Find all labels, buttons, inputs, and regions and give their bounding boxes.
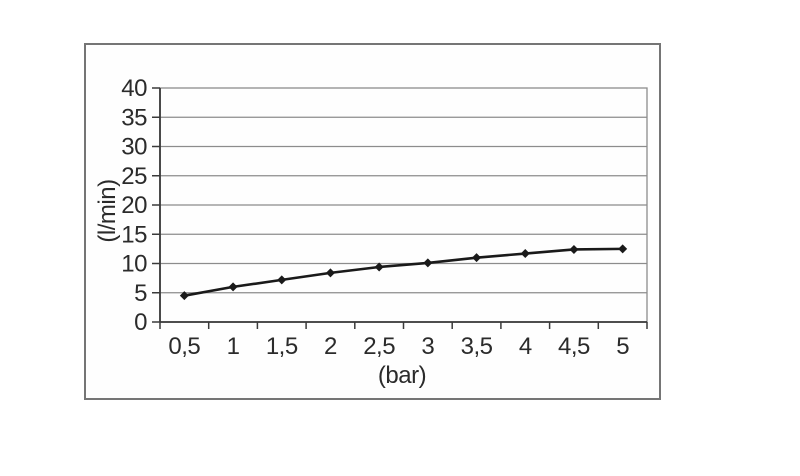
- x-tick-label: 2: [324, 333, 337, 360]
- data-point-marker: [179, 291, 189, 301]
- x-tick-label: 5: [616, 333, 629, 360]
- y-tick-label: 5: [134, 280, 147, 307]
- series-line: [184, 247, 623, 297]
- x-tick-label: 3,5: [461, 333, 493, 360]
- x-axis-label: (bar): [377, 362, 427, 389]
- y-tick-label: 15: [121, 221, 147, 248]
- y-tick-label: 30: [121, 134, 147, 161]
- x-tick-label: 1,5: [266, 333, 298, 360]
- data-point-marker: [325, 268, 335, 278]
- x-tick-label: 2,5: [363, 333, 395, 360]
- x-tick-label: 4,5: [558, 333, 590, 360]
- data-point-marker: [228, 282, 238, 292]
- data-point-marker: [520, 249, 530, 259]
- x-tick-label: 4: [519, 333, 532, 360]
- y-tick-label: 35: [121, 104, 147, 131]
- y-axis-label: (l/min): [94, 179, 121, 243]
- x-tick-label: 0,5: [168, 333, 200, 360]
- x-tick-label: 1: [227, 333, 240, 360]
- y-tick-label: 20: [121, 192, 147, 219]
- data-point-marker: [423, 258, 433, 268]
- x-tick-label: 3: [421, 333, 434, 360]
- data-point-marker: [618, 244, 628, 254]
- data-point-marker: [277, 275, 287, 285]
- data-point-marker: [569, 244, 579, 254]
- y-tick-label: 0: [134, 309, 147, 336]
- y-tick-label: 40: [121, 75, 147, 102]
- y-tick-label: 25: [121, 163, 147, 190]
- data-point-marker: [374, 262, 384, 272]
- y-tick-label: 10: [121, 251, 147, 278]
- chart-frame: 0 5 10 15 20 25 30 35 40 0,5 1 1,5 2 2,5 3 3,5 4 4,5 5 (l/…: [84, 43, 661, 400]
- data-point-marker: [472, 253, 482, 263]
